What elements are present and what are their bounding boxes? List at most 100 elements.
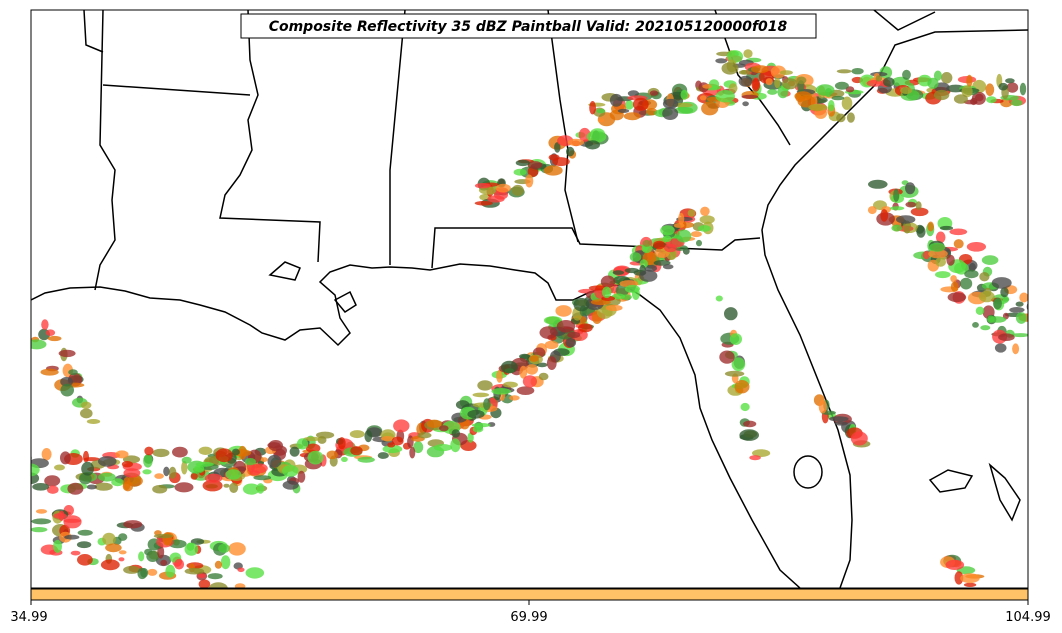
reflectivity-blob: [45, 329, 56, 337]
reflectivity-blob: [195, 461, 214, 467]
reflectivity-blob: [1029, 95, 1040, 104]
reflectivity-blob: [35, 509, 48, 514]
reflectivity-blob: [204, 473, 223, 483]
reflectivity-blob: [467, 432, 474, 443]
reflectivity-blob: [960, 573, 980, 584]
reflectivity-blob: [975, 306, 985, 315]
reflectivity-blob: [698, 225, 711, 232]
reflectivity-blob: [231, 448, 240, 456]
reflectivity-blob: [699, 215, 715, 224]
reflectivity-blob: [31, 527, 48, 533]
reflectivity-blob: [966, 74, 973, 88]
reflectivity-blob: [160, 559, 168, 566]
reflectivity-blob: [152, 484, 168, 494]
reflectivity-blob: [105, 543, 122, 553]
reflectivity-blob: [641, 244, 652, 254]
reflectivity-blob: [834, 81, 849, 90]
reflectivity-blob: [991, 277, 1012, 289]
reflectivity-blob: [76, 541, 92, 549]
reflectivity-blob: [349, 430, 365, 439]
reflectivity-blob: [662, 235, 672, 243]
reflectivity-blob: [509, 395, 520, 401]
reflectivity-blob: [153, 533, 173, 539]
reflectivity-blob: [326, 450, 338, 460]
reflectivity-blob: [961, 85, 973, 98]
reflectivity-blob: [70, 550, 81, 556]
reflectivity-blob: [808, 103, 828, 111]
reflectivity-blob: [567, 138, 585, 146]
reflectivity-blob: [168, 466, 177, 479]
reflectivity-blob: [900, 87, 913, 94]
reflectivity-blob: [297, 470, 306, 483]
reflectivity-blob: [980, 325, 991, 331]
reflectivity-blob: [846, 112, 855, 123]
reflectivity-blob: [181, 460, 188, 475]
reflectivity-blob: [516, 386, 535, 395]
reflectivity-blob: [81, 461, 94, 476]
reflectivity-blob: [611, 293, 626, 300]
nc-sc-border: [873, 10, 936, 31]
reflectivity-blob: [596, 108, 606, 114]
reflectivity-blob: [47, 335, 62, 342]
reflectivity-blob: [190, 473, 198, 480]
reflectivity-blob: [282, 465, 299, 477]
reflectivity-blob: [137, 567, 147, 580]
reflectivity-blob: [649, 90, 659, 96]
reflectivity-blob: [994, 343, 1007, 353]
reflectivity-blob: [41, 319, 49, 330]
reflectivity-blob: [597, 118, 605, 123]
reflectivity-blob: [933, 89, 950, 101]
reflectivity-blob: [47, 485, 59, 494]
map-title: Composite Reflectivity 35 dBZ Paintball …: [269, 19, 788, 35]
reflectivity-blob: [267, 442, 281, 449]
reflectivity-blob: [701, 101, 719, 116]
reflectivity-blob: [152, 448, 170, 458]
reflectivity-blob: [555, 305, 572, 317]
reflectivity-blob: [935, 271, 951, 279]
reflectivity-blob: [536, 362, 548, 368]
reflectivity-blob: [1019, 82, 1027, 96]
reflectivity-blob: [94, 482, 113, 491]
reflectivity-blob: [123, 477, 131, 491]
reflectivity-blob: [154, 473, 164, 479]
reflectivity-blob: [143, 454, 153, 468]
reflectivity-blob: [146, 550, 160, 563]
reflectivity-blob: [964, 269, 979, 279]
reflectivity-blob: [751, 78, 761, 92]
reflectivity-blob: [662, 98, 679, 109]
reflectivity-blob: [866, 79, 884, 87]
reflectivity-blob: [752, 449, 771, 457]
reflectivity-blob: [181, 456, 192, 464]
reflectivity-blob: [774, 77, 781, 89]
reflectivity-blob: [721, 62, 739, 75]
reflectivity-blob: [719, 350, 735, 364]
reflectivity-blob: [60, 376, 73, 387]
reflectivity-blob: [905, 201, 917, 208]
reflectivity-blob: [296, 438, 309, 450]
reflectivity-blob: [896, 215, 916, 224]
reflectivity-blob: [495, 183, 511, 193]
reflectivity-blob: [64, 534, 80, 540]
reflectivity-blob: [546, 356, 557, 370]
ms-al-border: [389, 10, 406, 265]
colorbar-tick-label-mid: 69.99: [510, 610, 547, 625]
reflectivity-blob: [868, 179, 888, 189]
reflectivity-blob: [986, 96, 997, 104]
reflectivity-blob: [891, 224, 902, 232]
reflectivity-blob: [715, 295, 723, 302]
reflectivity-blob: [724, 307, 738, 321]
reflectivity-blob: [588, 285, 608, 291]
reflectivity-blob: [1012, 343, 1020, 355]
lake-okeechobee: [793, 455, 823, 489]
reflectivity-blob: [1000, 287, 1009, 298]
reflectivity-blob: [880, 209, 889, 222]
reflectivity-blob: [174, 558, 185, 570]
reflectivity-blob: [364, 430, 373, 443]
reflectivity-blob: [664, 243, 677, 253]
reflectivity-blob: [836, 113, 846, 123]
reflectivity-blob: [242, 483, 260, 495]
reflectivity-blob: [147, 568, 158, 576]
reflectivity-blob: [44, 475, 61, 487]
reflectivity-blob: [80, 408, 93, 419]
reflectivity-blob: [450, 438, 461, 453]
